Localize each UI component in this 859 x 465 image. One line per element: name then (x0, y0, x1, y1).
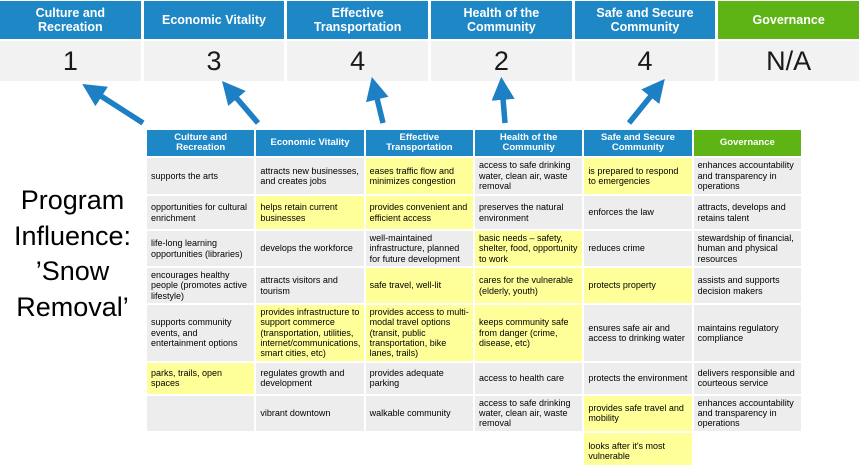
table-cell: enhances accountability and transparency… (693, 395, 801, 431)
table-cell (365, 432, 473, 465)
table-cell: enhances accountability and transparency… (693, 158, 801, 194)
table-cell: provides adequate parking (365, 362, 473, 394)
table-cell: opportunities for cultural enrichment (147, 196, 255, 229)
banner-header-safe-secure: Safe and Secure Community (574, 1, 716, 39)
table-cell: access to safe drinking water, clean air… (474, 158, 583, 194)
arrow-up-icon (491, 77, 515, 124)
table-cell: basic needs – safety, shelter, food, opp… (474, 231, 583, 267)
table-cell: protects the environment (584, 362, 692, 394)
table-cell: ensures safe air and access to drinking … (584, 305, 692, 361)
arrow-up-right-icon (626, 78, 665, 125)
table-row: encourages healthy people (promotes acti… (147, 268, 801, 304)
table-cell: reduces crime (584, 231, 692, 267)
matrix-header-effective-transportation: Effective Transportation (365, 130, 473, 156)
table-cell: provides safe travel and mobility (584, 395, 692, 431)
table-cell: well-maintained infrastructure, planned … (365, 231, 473, 267)
table-cell: supports the arts (147, 158, 255, 194)
table-cell: walkable community (365, 395, 473, 431)
table-cell: access to safe drinking water, clean air… (474, 395, 583, 431)
table-cell: access to health care (474, 362, 583, 394)
table-row: supports community events, and entertain… (147, 305, 801, 361)
matrix-header-governance: Governance (693, 130, 801, 156)
table-row: vibrant downtown walkable community access… (147, 395, 801, 431)
table-cell: attracts new businesses, and creates job… (256, 158, 364, 194)
table-cell: stewardship of financial, human and phys… (693, 231, 801, 267)
arrow-up-left-icon (82, 84, 145, 126)
score-health-community: 2 (431, 41, 572, 81)
table-cell: is prepared to respond to emergencies (584, 158, 692, 194)
arrow-up-left-icon (221, 80, 261, 125)
table-cell (256, 432, 364, 465)
table-cell: looks after it's most vulnerable (584, 432, 692, 465)
table-row: parks, trails, open spaces regulates grow… (147, 362, 801, 394)
table-cell: regulates growth and development (256, 362, 364, 394)
score-safe-secure: 4 (574, 41, 716, 81)
table-row: opportunities for cultural enrichment hel… (147, 196, 801, 229)
program-influence-title: Program Influence: ’Snow Removal’ (13, 185, 132, 322)
table-cell: keeps community safe from danger (crime,… (474, 305, 583, 361)
table-row: supports the arts attracts new businesses… (147, 158, 801, 194)
score-banner: Culture and Recreation Economic Vitality… (0, 1, 859, 81)
table-cell: protects property (584, 268, 692, 304)
table-cell: provides infrastructure to support comme… (256, 305, 364, 361)
table-row: life-long learning opportunities (librar… (147, 231, 801, 267)
table-cell: delivers responsible and courteous servi… (693, 362, 801, 394)
score-effective-transportation: 4 (287, 41, 428, 81)
score-governance: N/A (718, 41, 859, 81)
matrix-header-culture-recreation: Culture and Recreation (147, 130, 255, 156)
table-cell: attracts, develops and retains talent (693, 196, 801, 229)
table-cell: assists and supports decision makers (693, 268, 801, 304)
table-cell: develops the workforce (256, 231, 364, 267)
table-cell: life-long learning opportunities (librar… (147, 231, 255, 267)
table-cell (147, 432, 255, 465)
table-cell: provides convenient and efficient access (365, 196, 473, 229)
table-cell (474, 432, 583, 465)
table-cell: safe travel, well-lit (365, 268, 473, 304)
table-cell: vibrant downtown (256, 395, 364, 431)
table-cell (693, 432, 801, 465)
table-cell: eases traffic flow and minimizes congest… (365, 158, 473, 194)
score-culture-recreation: 1 (0, 41, 141, 81)
table-cell: parks, trails, open spaces (147, 362, 255, 394)
priority-matrix: Culture and Recreation Economic Vitality… (145, 128, 803, 465)
table-cell: helps retain current businesses (256, 196, 364, 229)
score-economic-vitality: 3 (143, 41, 285, 81)
table-cell: supports community events, and entertain… (147, 305, 255, 361)
arrow-up-icon (366, 77, 389, 124)
table-cell: enforces the law (584, 196, 692, 229)
matrix-body: supports the arts attracts new businesses… (147, 158, 801, 465)
matrix-header-economic-vitality: Economic Vitality (256, 130, 364, 156)
table-cell: preserves the natural environment (474, 196, 583, 229)
table-cell: attracts visitors and tourism (256, 268, 364, 304)
table-cell: encourages healthy people (promotes acti… (147, 268, 255, 304)
banner-header-health-community: Health of the Community (431, 1, 572, 39)
table-cell: cares for the vulnerable (elderly, youth… (474, 268, 583, 304)
matrix-header-row: Culture and Recreation Economic Vitality… (147, 130, 801, 156)
table-cell: provides access to multi-modal travel op… (365, 305, 473, 361)
table-cell: maintains regulatory compliance (693, 305, 801, 361)
table-row: looks after it's most vulnerable (147, 432, 801, 465)
banner-header-economic-vitality: Economic Vitality (143, 1, 285, 39)
influence-arrows (82, 77, 665, 126)
banner-header-governance: Governance (718, 1, 859, 39)
banner-header-effective-transportation: Effective Transportation (287, 1, 428, 39)
matrix-header-safe-secure: Safe and Secure Community (584, 130, 692, 156)
matrix-header-health-community: Health of the Community (474, 130, 583, 156)
table-cell (147, 395, 255, 431)
banner-header-culture-recreation: Culture and Recreation (0, 1, 141, 39)
